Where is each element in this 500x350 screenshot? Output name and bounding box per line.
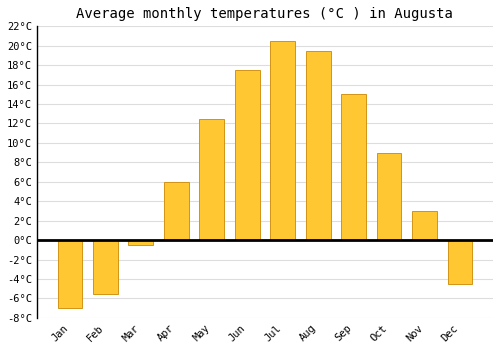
Bar	[306, 51, 330, 240]
Bar	[270, 41, 295, 240]
Bar	[341, 94, 366, 240]
Bar	[200, 119, 224, 240]
Bar	[93, 240, 118, 294]
Bar	[164, 182, 188, 240]
Bar	[412, 211, 437, 240]
Bar	[128, 240, 154, 245]
Bar	[235, 70, 260, 240]
Title: Average monthly temperatures (°C ) in Augusta: Average monthly temperatures (°C ) in Au…	[76, 7, 454, 21]
Bar	[376, 153, 402, 240]
Bar	[448, 240, 472, 284]
Bar	[58, 240, 82, 308]
